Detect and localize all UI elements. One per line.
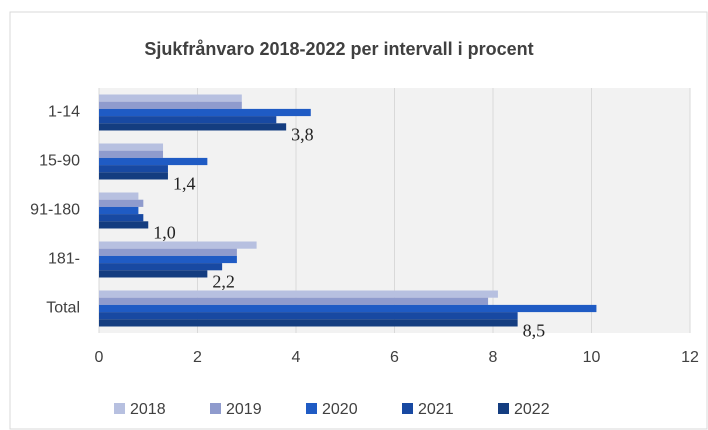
y-tick-label: Total	[46, 300, 80, 317]
bar	[99, 304, 597, 313]
chart-title: Sjukfrånvaro 2018-2022 per intervall i p…	[144, 39, 533, 59]
y-tick-label: 15-90	[39, 153, 80, 170]
x-tick-label: 0	[95, 349, 104, 366]
x-tick-label: 2	[193, 349, 202, 366]
x-tick-label: 10	[583, 349, 601, 366]
bar	[99, 108, 311, 117]
bar	[99, 270, 208, 278]
bar	[99, 241, 257, 249]
bar	[99, 248, 237, 256]
y-tick-label: 91-180	[30, 202, 80, 219]
x-tick-label: 8	[489, 349, 498, 366]
legend-label: 2019	[226, 401, 262, 418]
bar	[99, 263, 223, 271]
legend-label: 2022	[514, 401, 550, 418]
bar	[99, 255, 237, 264]
data-label: 8,5	[523, 321, 546, 341]
bar	[99, 206, 139, 215]
bar	[99, 101, 242, 109]
legend-swatch	[114, 403, 125, 414]
bar	[99, 123, 287, 131]
y-tick-label: 181-	[48, 251, 80, 268]
bar	[99, 199, 144, 207]
legend-swatch	[210, 403, 221, 414]
bar	[99, 312, 518, 320]
bar	[99, 94, 242, 102]
bar	[99, 157, 208, 166]
x-tick-label: 6	[390, 349, 399, 366]
data-label: 3,8	[291, 125, 314, 145]
data-label: 2,2	[212, 272, 235, 292]
legend-label: 2018	[130, 401, 166, 418]
y-tick-label: 1-14	[48, 104, 80, 121]
bar	[99, 290, 498, 298]
bar	[99, 192, 139, 200]
bar	[99, 214, 144, 222]
bar	[99, 297, 489, 305]
legend-label: 2021	[418, 401, 454, 418]
bar	[99, 165, 168, 173]
legend-swatch	[402, 403, 413, 414]
legend-swatch	[306, 403, 317, 414]
x-tick-label: 12	[681, 349, 699, 366]
bar	[99, 221, 149, 229]
bar	[99, 172, 168, 180]
bar	[99, 319, 518, 327]
bar	[99, 143, 164, 151]
data-label: 1,4	[173, 174, 196, 194]
bar	[99, 150, 164, 158]
x-tick-label: 4	[292, 349, 301, 366]
legend-label: 2020	[322, 401, 358, 418]
legend-swatch	[498, 403, 509, 414]
data-label: 1,0	[153, 223, 176, 243]
bar	[99, 116, 277, 124]
